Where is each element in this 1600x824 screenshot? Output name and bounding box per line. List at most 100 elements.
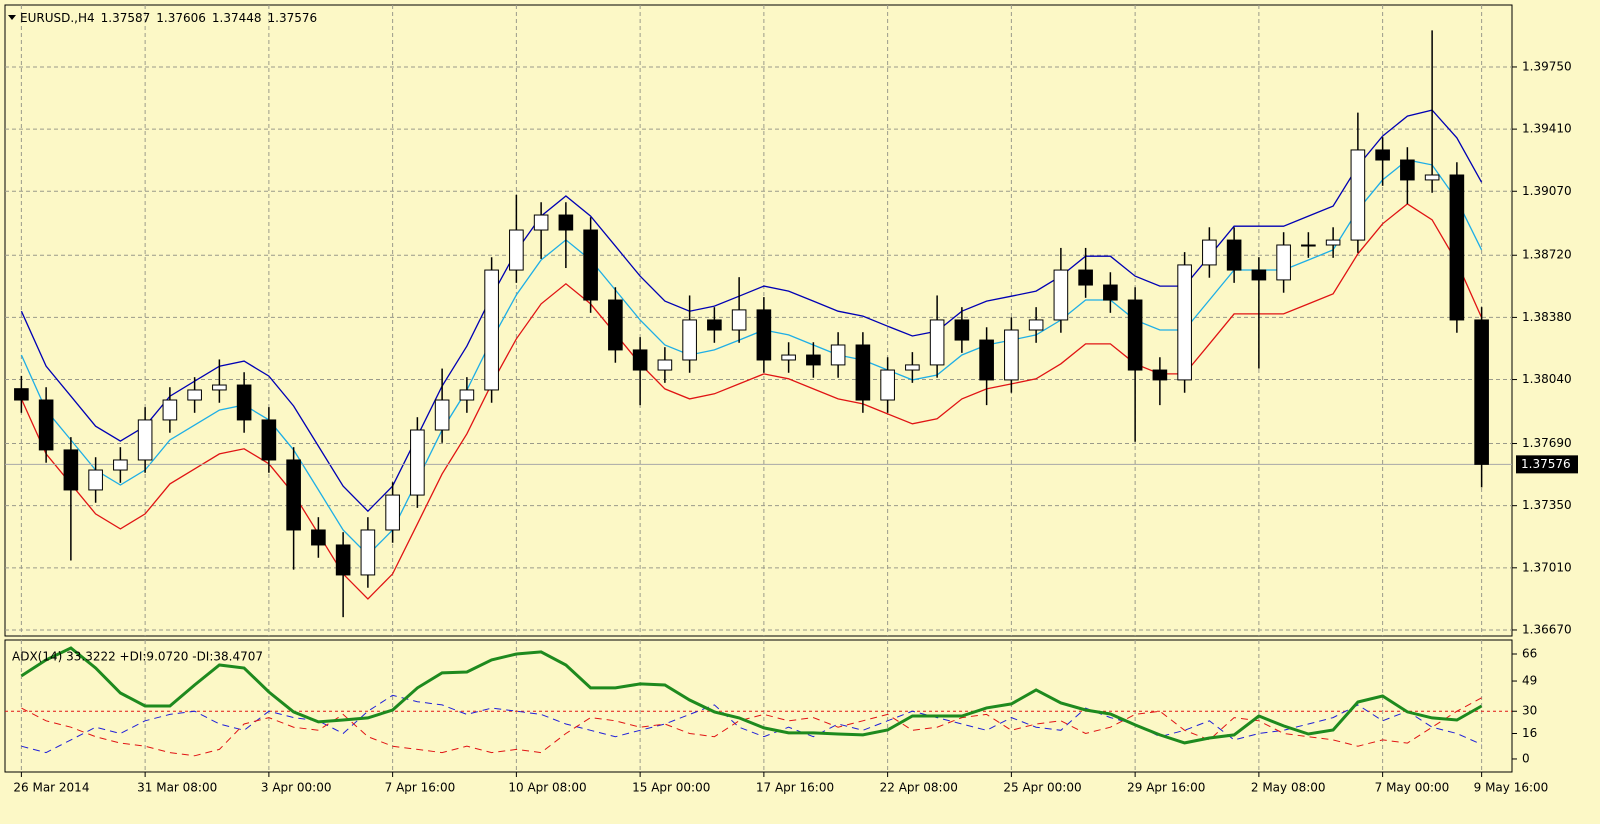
candle-body: [1325, 239, 1341, 246]
candle-body: [1449, 174, 1465, 321]
price-panel: [4, 4, 1513, 637]
header-value: 1.37576: [268, 11, 318, 25]
candle-body: [1226, 239, 1242, 271]
candle-body: [1127, 299, 1143, 371]
candle-body: [1474, 319, 1489, 465]
candle-body: [14, 388, 29, 401]
indicator-label: ADX(14) 33.3222 +DI:9.0720 -DI:38.4707: [12, 650, 263, 664]
candle-body: [1078, 269, 1093, 286]
x-tick-label: 7 May 00:00: [1375, 781, 1450, 795]
current-price-box: [1516, 455, 1578, 474]
candle-body: [1276, 244, 1291, 281]
x-tick-label: 3 Apr 00:00: [261, 781, 332, 795]
candle-body: [509, 229, 524, 271]
y-tick-label: 16: [1522, 726, 1537, 740]
candle-body: [335, 544, 351, 576]
band-line: [20, 109, 1483, 513]
y-tick-label: 49: [1522, 674, 1537, 688]
candle-body: [806, 354, 821, 366]
candle-body: [113, 459, 128, 471]
symbol: EURUSD.,H4: [20, 11, 95, 25]
x-tick-label: 9 May 16:00: [1474, 781, 1549, 795]
indicator-panel: [4, 639, 1513, 773]
y-tick-label: 66: [1522, 646, 1537, 660]
candle-body: [558, 214, 574, 231]
chart-header: EURUSD.,H4 1.37587 1.37606 1.37448 1.37576: [20, 11, 317, 25]
candle-body: [484, 269, 499, 391]
candle-body: [88, 469, 103, 491]
candle-body: [657, 359, 673, 371]
candle-body: [311, 529, 326, 546]
y-tick-label: 1.37010: [1522, 560, 1572, 574]
candle-body: [1152, 369, 1168, 381]
indicator-line: [21, 694, 1482, 754]
candle-body: [929, 319, 945, 366]
header-value: 1.37587: [101, 11, 151, 25]
x-tick-label: 7 Apr 16:00: [385, 781, 456, 795]
candle-body: [137, 419, 153, 461]
y-tick-label: 1.38380: [1522, 310, 1572, 324]
candle-body: [533, 214, 549, 231]
candle-body: [954, 319, 970, 341]
candle-body: [236, 384, 252, 421]
candle-body: [1424, 174, 1440, 181]
y-tick-label: 1.39070: [1522, 184, 1572, 198]
candle-body: [731, 309, 747, 331]
candle-body: [459, 389, 475, 401]
candle-body: [1004, 329, 1019, 381]
candle-body: [1053, 269, 1069, 321]
y-tick-label: 1.39410: [1522, 122, 1572, 136]
band-line: [20, 203, 1483, 600]
candle-body: [880, 369, 895, 401]
candle-body: [187, 389, 202, 401]
candle-body: [63, 449, 79, 491]
header-value: 1.37448: [212, 11, 262, 25]
candle-body: [162, 399, 178, 421]
dropdown-icon: [8, 15, 16, 20]
x-tick-label: 22 Apr 08:00: [880, 781, 958, 795]
candle-body: [781, 354, 796, 361]
indicator-line: [20, 646, 1483, 745]
y-tick-label: 1.36670: [1522, 622, 1572, 636]
y-tick-label: 1.37690: [1522, 436, 1572, 450]
candle-body: [261, 419, 277, 461]
y-tick-label: 30: [1522, 704, 1537, 718]
candle-body: [855, 344, 871, 401]
candle-body: [1350, 149, 1366, 241]
candle-body: [410, 429, 425, 496]
candle-body: [583, 229, 598, 301]
candle-body: [38, 399, 54, 451]
candle-body: [830, 344, 846, 366]
candle-body: [212, 384, 227, 391]
candle-body: [905, 364, 920, 371]
y-tick-label: 1.38720: [1522, 248, 1572, 262]
candle-body: [608, 299, 623, 351]
candle-body: [1177, 264, 1192, 381]
candle-body: [707, 319, 722, 331]
candle-body: [1202, 239, 1217, 266]
x-tick-label: 29 Apr 16:00: [1127, 781, 1205, 795]
candle-body: [385, 494, 400, 531]
header-value: 1.37606: [156, 11, 206, 25]
y-tick-label: 0: [1522, 751, 1530, 765]
x-tick-label: 15 Apr 00:00: [632, 781, 710, 795]
candle-body: [979, 339, 994, 381]
candle-body: [286, 459, 301, 531]
candle-body: [682, 319, 697, 361]
x-tick-label: 2 May 08:00: [1251, 781, 1326, 795]
candle-body: [360, 529, 376, 576]
current-price-label: 1.37576: [1521, 457, 1571, 471]
y-tick-label: 1.39750: [1522, 59, 1572, 73]
candle-body: [1103, 284, 1118, 301]
candle-body: [632, 349, 648, 371]
candle-body: [756, 309, 772, 361]
candle-body: [1400, 159, 1415, 181]
candle-body: [1375, 149, 1390, 161]
x-tick-label: 26 Mar 2014: [13, 781, 89, 795]
y-tick-label: 1.38040: [1522, 372, 1572, 386]
x-tick-label: 10 Apr 08:00: [508, 781, 586, 795]
candle-body: [1251, 269, 1267, 281]
x-tick-label: 17 Apr 16:00: [756, 781, 834, 795]
x-tick-label: 25 Apr 00:00: [1003, 781, 1081, 795]
